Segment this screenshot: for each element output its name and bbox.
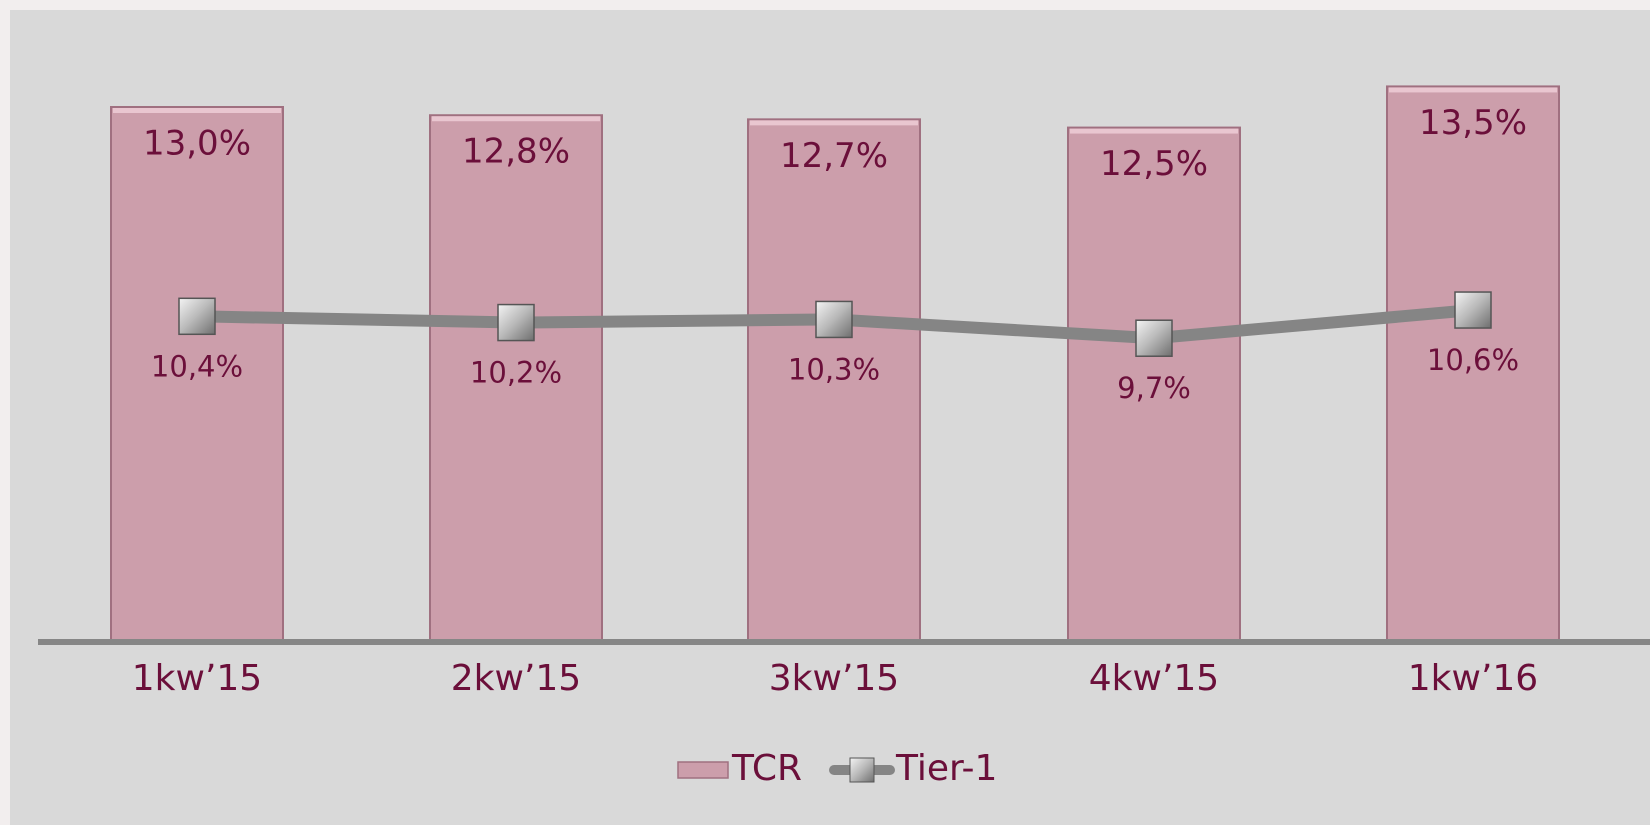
x-tick-label: 2kw’15: [451, 658, 581, 699]
bar-highlight: [1070, 128, 1238, 134]
data-label: 13,0%: [143, 124, 251, 164]
marker: [1454, 291, 1492, 329]
legend-marker: [849, 757, 875, 783]
legend-label: TCR: [731, 748, 802, 789]
data-label: 10,2%: [470, 356, 562, 390]
x-tick-label: 1kw’16: [1408, 658, 1538, 699]
bar-highlight: [113, 108, 281, 113]
bar-highlight: [1389, 87, 1557, 93]
bar-highlight: [750, 120, 918, 126]
x-tick-label: 1kw’15: [132, 658, 262, 699]
data-label: 10,3%: [788, 352, 880, 386]
data-label: 12,8%: [462, 132, 570, 172]
data-label: 10,6%: [1427, 343, 1519, 377]
data-label: 12,5%: [1100, 144, 1208, 184]
data-label: 12,7%: [780, 136, 888, 176]
legend-swatch: [677, 761, 729, 779]
marker: [1135, 319, 1173, 357]
marker: [497, 303, 535, 342]
data-label: 9,7%: [1117, 371, 1191, 405]
bar: [110, 106, 284, 643]
legend-label: Tier-1: [895, 748, 997, 789]
data-label: 10,4%: [151, 349, 243, 383]
marker: [815, 300, 853, 339]
bar-highlight: [432, 116, 600, 122]
x-tick-label: 3kw’15: [769, 658, 899, 699]
bar: [1067, 126, 1241, 644]
marker: [178, 297, 216, 336]
bar: [747, 118, 921, 644]
x-tick-label: 4kw’15: [1089, 658, 1219, 699]
bar: [429, 114, 603, 643]
data-label: 13,5%: [1419, 103, 1527, 143]
